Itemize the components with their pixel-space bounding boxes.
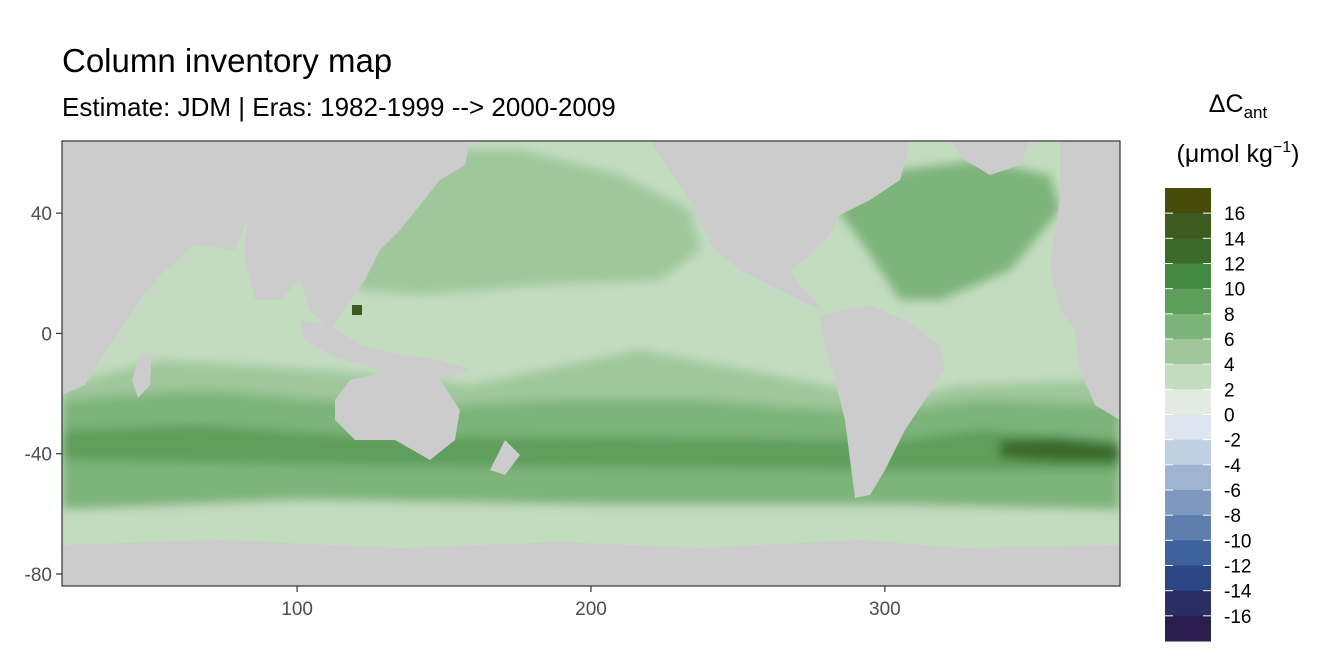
legend-swatch (1165, 615, 1211, 642)
land-australia (335, 370, 460, 460)
ocean-band-south-atlantic-core (1000, 438, 1120, 462)
legend-swatch (1165, 464, 1211, 491)
y-tick-label: 0 (41, 324, 52, 345)
legend-label: 14 (1224, 229, 1246, 250)
legend-swatch (1165, 288, 1211, 315)
legend-label: -4 (1224, 456, 1241, 477)
legend-swatch (1165, 540, 1211, 566)
map-panel (62, 141, 1120, 586)
chart-title: Column inventory map (62, 42, 393, 79)
legend-swatch (1165, 313, 1211, 340)
x-tick-label: 300 (869, 599, 901, 620)
legend-label: 4 (1224, 355, 1235, 376)
legend-label: -6 (1224, 481, 1241, 502)
legend-label: -2 (1224, 431, 1241, 452)
legend: ΔCant (μmol kg−1) 16 14 12 10 8 6 4 2 0 -2 -4 -6 -8 -… (1165, 90, 1299, 642)
legend-label: 16 (1224, 204, 1245, 225)
legend-label: -14 (1224, 582, 1252, 603)
legend-swatch (1165, 364, 1211, 390)
legend-label: 10 (1224, 280, 1245, 301)
x-tick-label: 200 (575, 599, 607, 620)
legend-colorbar (1165, 188, 1211, 642)
legend-label: 0 (1224, 406, 1235, 427)
legend-swatch (1165, 263, 1211, 290)
legend-title: ΔCant (1209, 90, 1268, 122)
land-north-america (650, 141, 910, 310)
legend-labels: 16 14 12 10 8 6 4 2 0 -2 -4 -6 -8 -10 -12 -14 -16 (1165, 204, 1252, 628)
land-antarctica (62, 540, 1120, 586)
legend-swatch (1165, 389, 1211, 415)
legend-label: 8 (1224, 305, 1235, 326)
legend-unit: (μmol kg−1) (1177, 139, 1300, 168)
land-greenland (950, 141, 1030, 175)
legend-swatch (1165, 439, 1211, 466)
legend-label: -16 (1224, 607, 1251, 628)
y-axis: 40 0 -40 -80 (25, 204, 62, 586)
legend-swatch (1165, 590, 1211, 617)
y-tick-label: -40 (25, 445, 52, 466)
land-new-zealand (490, 440, 520, 475)
x-tick-label: 100 (281, 599, 313, 620)
land-data-hotspot (352, 305, 362, 315)
legend-label: 12 (1224, 255, 1245, 276)
legend-swatch (1165, 339, 1211, 365)
legend-label: 2 (1224, 380, 1235, 401)
legend-label: 6 (1224, 330, 1235, 351)
y-tick-label: -80 (25, 565, 52, 586)
legend-swatch (1165, 414, 1211, 441)
legend-label: -10 (1224, 531, 1251, 552)
land-indonesia (300, 320, 470, 380)
land-europe-africa-east (1050, 141, 1120, 420)
legend-swatch (1165, 565, 1211, 592)
land-madagascar (132, 352, 152, 398)
land-layer (62, 141, 1120, 586)
legend-swatch (1165, 188, 1211, 214)
land-africa (62, 141, 255, 395)
legend-label: -12 (1224, 557, 1251, 578)
legend-label: -8 (1224, 506, 1241, 527)
legend-swatch (1165, 515, 1211, 541)
legend-swatch (1165, 238, 1211, 264)
chart-subtitle: Estimate: JDM | Eras: 1982-1999 --> 2000… (62, 92, 616, 122)
x-axis: 100 200 300 (281, 586, 901, 620)
legend-swatch (1165, 213, 1211, 239)
ocean-band-north-atlantic (830, 160, 1060, 300)
land-south-america (820, 305, 945, 498)
land-eurasia (245, 141, 470, 330)
legend-swatch (1165, 490, 1211, 516)
y-tick-label: 40 (31, 204, 52, 225)
